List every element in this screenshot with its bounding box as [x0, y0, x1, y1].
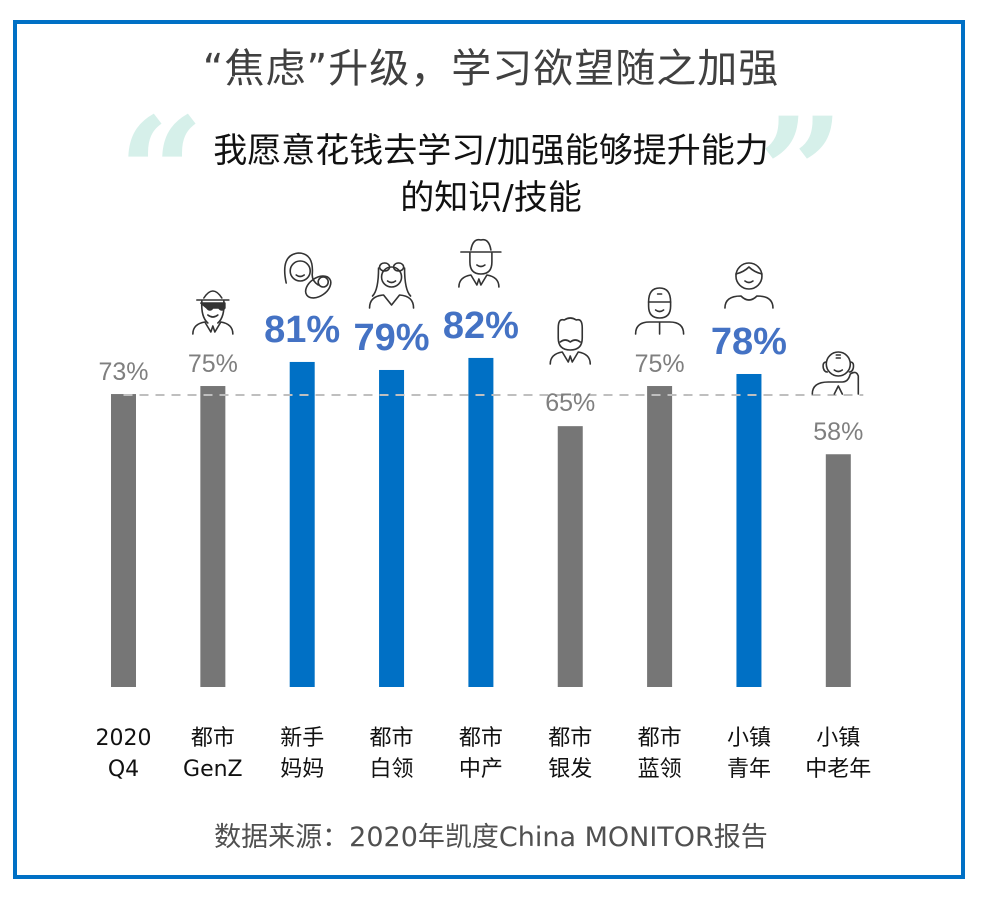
value-label: 65% [545, 389, 595, 417]
bar-6 [647, 386, 673, 687]
category-label: 蓝领 [638, 757, 682, 782]
category-label: 中产 [459, 757, 503, 782]
value-label: 78% [711, 321, 787, 363]
man-hat-icon [458, 238, 502, 288]
category-label: 银发 [548, 757, 592, 782]
category-label: 新手 [280, 726, 324, 751]
bar-8 [825, 454, 851, 687]
old-man-mustache-icon [549, 317, 592, 365]
category-label: 小镇 [727, 726, 771, 751]
bar-0 [111, 394, 136, 687]
value-label: 79% [354, 317, 430, 359]
category-label: Q4 [108, 757, 139, 782]
category-label: 都市 [459, 726, 503, 751]
category-label: 青年 [727, 757, 771, 782]
value-label: 73% [98, 358, 148, 386]
category-label: 都市 [548, 726, 592, 751]
category-label: 妈妈 [280, 757, 324, 782]
category-label: 都市 [638, 726, 682, 751]
bar-4 [468, 357, 494, 687]
subtitle-line-2: 的知识/技能 [400, 178, 582, 218]
value-label: 75% [635, 350, 685, 378]
category-label: 都市 [191, 726, 235, 751]
chart-frame [13, 20, 965, 879]
close-quote-icon: ” [758, 85, 845, 261]
young-man-icon [724, 262, 774, 309]
category-label: 白领 [370, 757, 414, 782]
bar-5 [557, 426, 583, 687]
data-source-note: 数据来源：2020年凯度China MONITOR报告 [214, 822, 768, 853]
worker-cap-icon [634, 287, 685, 335]
bar-1 [200, 386, 226, 687]
chart-subtitle: 我愿意花钱去学习/加强能够提升能力 的知识/技能 [0, 128, 982, 222]
category-label: 小镇 [816, 726, 860, 751]
value-label: 58% [813, 418, 863, 446]
category-label: 2020 [96, 726, 152, 751]
open-quote-icon: “ [118, 85, 205, 261]
spy-person-icon [192, 290, 234, 335]
category-label: 中老年 [805, 757, 871, 782]
value-label: 82% [443, 305, 519, 347]
category-label: 都市 [370, 726, 414, 751]
elderly-man-icon [811, 351, 860, 395]
woman-sunglasses-icon [368, 262, 415, 309]
value-label: 81% [264, 309, 340, 351]
bar-3 [379, 369, 405, 687]
category-label: GenZ [183, 757, 243, 782]
chart-headline: “焦虑”升级，学习欲望随之加强 [202, 46, 780, 92]
bar-2 [289, 361, 315, 687]
mother-baby-icon [283, 252, 332, 299]
value-label: 75% [188, 350, 238, 378]
subtitle-line-1: 我愿意花钱去学习/加强能够提升能力 [213, 131, 769, 171]
bar-7 [736, 373, 762, 687]
